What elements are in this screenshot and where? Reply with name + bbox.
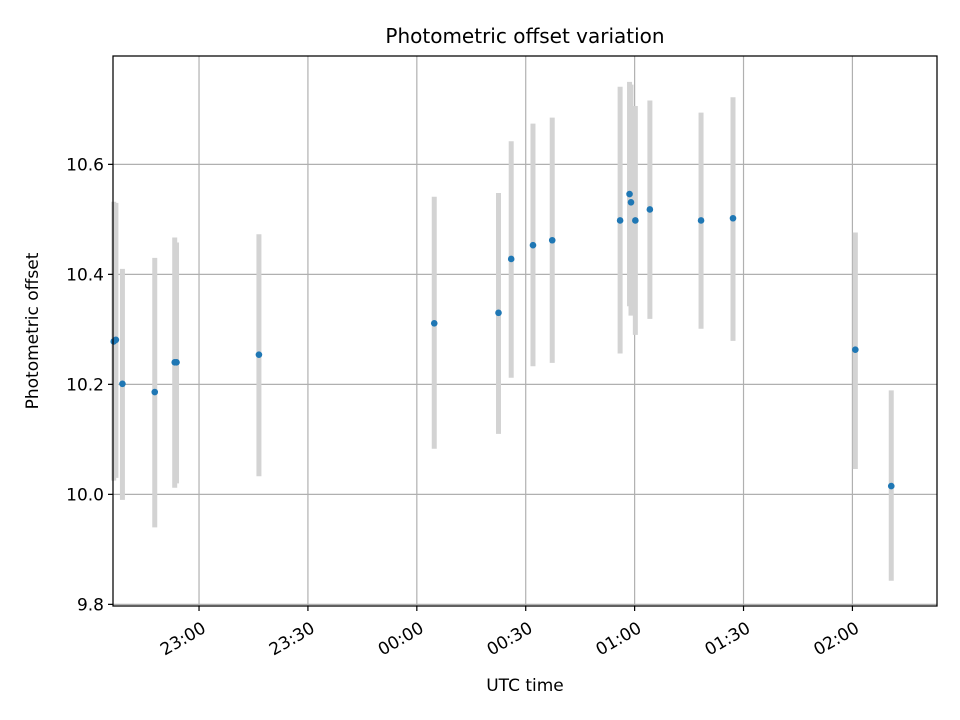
data-point (632, 217, 639, 224)
data-point (529, 241, 537, 249)
x-axis-label: UTC time (486, 676, 564, 696)
y-tick-label: 10.6 (66, 155, 104, 175)
data-point (430, 320, 438, 327)
data-point (112, 336, 120, 344)
y-axis: 9.8 10.0 10.2 10.4 10.6 (66, 155, 113, 615)
data-point (255, 351, 263, 358)
data-point (646, 206, 654, 213)
data-point (495, 309, 502, 317)
y-tick-label: 9.8 (77, 595, 104, 615)
data-point (616, 217, 624, 224)
data-point (173, 359, 180, 366)
data-point (697, 217, 705, 224)
data-point (729, 214, 737, 222)
data-point (548, 236, 556, 244)
data-point (507, 255, 515, 263)
y-tick-label: 10.2 (66, 375, 104, 395)
data-points (110, 190, 895, 490)
chart-title: Photometric offset variation (385, 24, 664, 48)
data-point (151, 388, 159, 396)
data-point (627, 199, 635, 206)
data-point (626, 190, 633, 198)
y-tick-label: 10.0 (66, 485, 104, 505)
data-point (887, 482, 895, 490)
data-point (852, 346, 859, 354)
y-tick-label: 10.4 (66, 265, 104, 285)
y-axis-label: Photometric offset (23, 252, 43, 409)
data-point (119, 380, 126, 388)
plot-frame (112, 55, 938, 607)
